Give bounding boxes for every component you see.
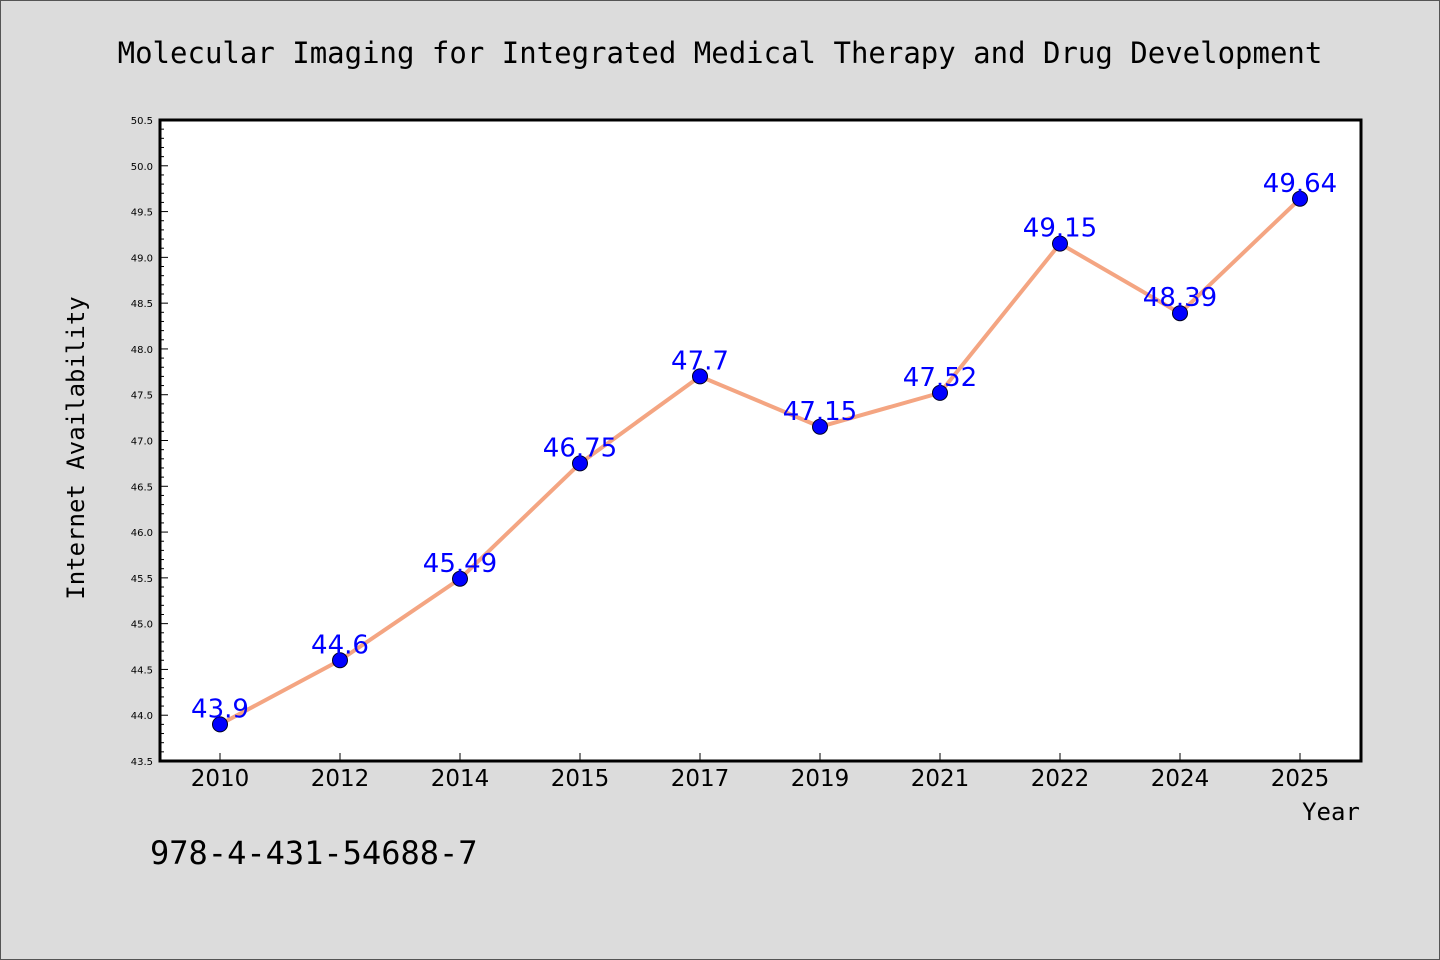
data-point: [1052, 235, 1068, 252]
data-label: 48.39: [1143, 283, 1217, 313]
series-line: [219, 197, 1302, 727]
data-labels: 43.9 44.6 45.49 46.75 47.7 47.15 47.52 49.15 48.…: [191, 169, 1337, 725]
y-axis-title: Internet Availability: [62, 296, 90, 599]
data-label: 47.52: [903, 363, 977, 393]
isbn-label: 978-4-431-54688-7: [150, 834, 478, 872]
data-label: 49.64: [1263, 169, 1337, 199]
series-markers: [212, 190, 1308, 733]
data-label: 44.6: [311, 630, 369, 660]
chart-title: Molecular Imaging for Integrated Medical…: [118, 36, 1323, 70]
x-tick-label: 2022: [1031, 766, 1090, 792]
data-point: [692, 368, 708, 385]
y-axis: 43.5 44.0 44.5 45.0 45.5 46.0 46.5 47.0 47.5 48.0…: [131, 116, 168, 768]
data-point: [1292, 190, 1308, 207]
y-tick-label: 47.0: [131, 437, 153, 448]
x-tick-label: 2014: [431, 766, 490, 792]
y-tick-label: 44.5: [131, 665, 153, 676]
data-point: [812, 418, 828, 435]
y-tick-label: 48.0: [131, 345, 153, 356]
data-label: 49.15: [1023, 214, 1097, 244]
y-tick-label: 45.0: [131, 620, 153, 631]
data-label: 47.7: [671, 346, 729, 376]
data-point: [932, 384, 948, 401]
data-point: [212, 716, 228, 733]
y-tick-label: 49.5: [131, 208, 153, 219]
y-tick-label: 46.5: [131, 482, 153, 493]
x-tick-label: 2010: [191, 766, 250, 792]
data-point: [1172, 305, 1188, 322]
x-tick-label: 2012: [311, 766, 370, 792]
data-point: [332, 652, 348, 669]
data-point: [452, 570, 468, 587]
y-tick-label: 48.5: [131, 299, 153, 310]
x-tick-label: 2025: [1271, 766, 1330, 792]
plot-area: [158, 118, 1363, 763]
y-tick-label: 50.0: [131, 162, 153, 173]
y-tick-label: 45.5: [131, 574, 153, 585]
y-tick-label: 43.5: [131, 757, 153, 768]
x-tick-label: 2019: [791, 766, 850, 792]
x-tick-label: 2024: [1151, 766, 1210, 792]
y-tick-label: 47.5: [131, 391, 153, 402]
x-tick-label: 2017: [671, 766, 730, 792]
data-label: 47.15: [783, 397, 857, 427]
x-axis-title: Year: [1302, 798, 1360, 826]
y-tick-label: 44.0: [131, 711, 153, 722]
x-tick-label: 2015: [551, 766, 610, 792]
data-point: [572, 455, 588, 472]
x-tick-label: 2021: [911, 766, 970, 792]
x-axis: 2010 2012 2014 2015 2017 2019 2021 2022 2024 2025: [191, 753, 1330, 792]
y-tick-label: 50.5: [131, 116, 153, 127]
y-tick-label: 46.0: [131, 528, 153, 539]
data-label: 43.9: [191, 694, 249, 724]
data-label: 46.75: [543, 433, 617, 463]
data-label: 45.49: [423, 549, 497, 579]
y-tick-label: 49.0: [131, 253, 153, 264]
